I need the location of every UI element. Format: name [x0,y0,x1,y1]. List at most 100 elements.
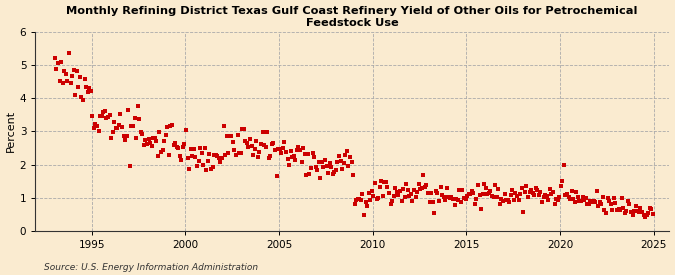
Point [468,191,479,196]
Point [201,167,212,172]
Point [458,196,469,200]
Point [424,200,435,204]
Point [572,195,583,199]
Point [246,144,257,148]
Point [109,120,119,124]
Point [259,143,269,147]
Point [206,166,217,171]
Point [262,130,273,134]
Point [128,124,138,129]
Point [587,200,597,205]
Point [566,189,577,193]
Point [265,154,276,159]
Point [348,172,358,177]
Point [131,136,142,140]
Point [635,206,646,210]
Point [638,213,649,218]
Point [267,142,277,147]
Point [613,207,624,211]
Point [477,191,488,196]
Point [81,85,92,89]
Point [273,147,284,151]
Point [399,195,410,199]
Point [508,198,519,202]
Point [510,190,521,195]
Point [321,164,332,168]
Point [637,210,647,214]
Point [224,133,235,138]
Point [502,198,513,202]
Point [363,191,374,195]
Point [633,210,644,214]
Point [57,80,68,85]
Point [256,142,267,146]
Point [302,151,313,156]
Point [70,93,80,97]
Point [221,134,232,139]
Point [490,183,501,187]
Point [410,195,421,199]
Point [252,155,263,159]
Point [136,130,146,134]
Point [190,155,200,159]
Point [59,69,70,74]
Point [165,124,176,128]
Point [279,140,290,144]
Point [358,212,369,217]
Point [618,206,628,210]
Point [645,205,655,210]
Point [122,133,132,138]
Point [213,156,224,160]
Point [501,198,512,202]
Point [192,163,202,168]
Point [82,90,93,94]
Point [601,210,612,215]
Point [243,145,254,149]
Point [229,148,240,152]
Point [93,129,104,133]
Point [545,186,556,191]
Point [624,202,635,206]
Point [577,195,588,200]
Point [159,139,169,143]
Point [621,208,632,213]
Point [445,196,456,200]
Point [113,123,124,127]
Point [329,170,340,174]
Point [426,191,437,196]
Point [281,150,292,154]
Point [240,139,251,143]
Point [142,142,153,146]
Point [602,196,613,200]
Point [103,115,113,119]
Point [472,183,483,187]
Point [616,196,627,200]
Point [67,74,78,78]
Point [232,133,243,137]
Point [257,130,268,134]
Point [269,147,280,152]
Point [301,173,312,177]
Point [451,197,462,201]
Point [578,197,589,202]
Point [507,188,518,192]
Point [331,168,342,172]
Point [610,201,621,206]
Point [79,76,90,81]
Point [149,136,160,141]
Point [193,159,204,163]
Point [481,185,491,190]
Point [423,191,433,195]
Point [62,79,73,84]
Point [487,193,497,198]
Point [227,139,238,144]
Point [106,136,117,140]
Point [371,196,382,201]
Point [234,151,244,156]
Point [496,197,507,202]
Point [202,159,213,163]
Point [416,186,427,191]
Point [497,199,508,204]
Point [647,212,658,217]
Point [254,150,265,155]
